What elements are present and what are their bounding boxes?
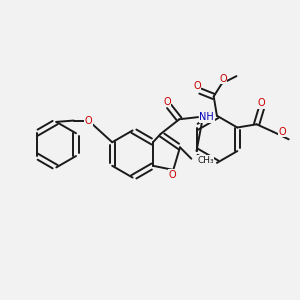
Text: O: O — [278, 127, 286, 137]
Text: O: O — [168, 170, 176, 180]
Text: O: O — [163, 97, 171, 106]
Text: O: O — [219, 74, 227, 84]
Text: CH₃: CH₃ — [197, 155, 214, 164]
Text: O: O — [85, 116, 92, 126]
Text: O: O — [193, 81, 201, 91]
Text: NH: NH — [200, 112, 214, 122]
Text: O: O — [257, 98, 265, 108]
